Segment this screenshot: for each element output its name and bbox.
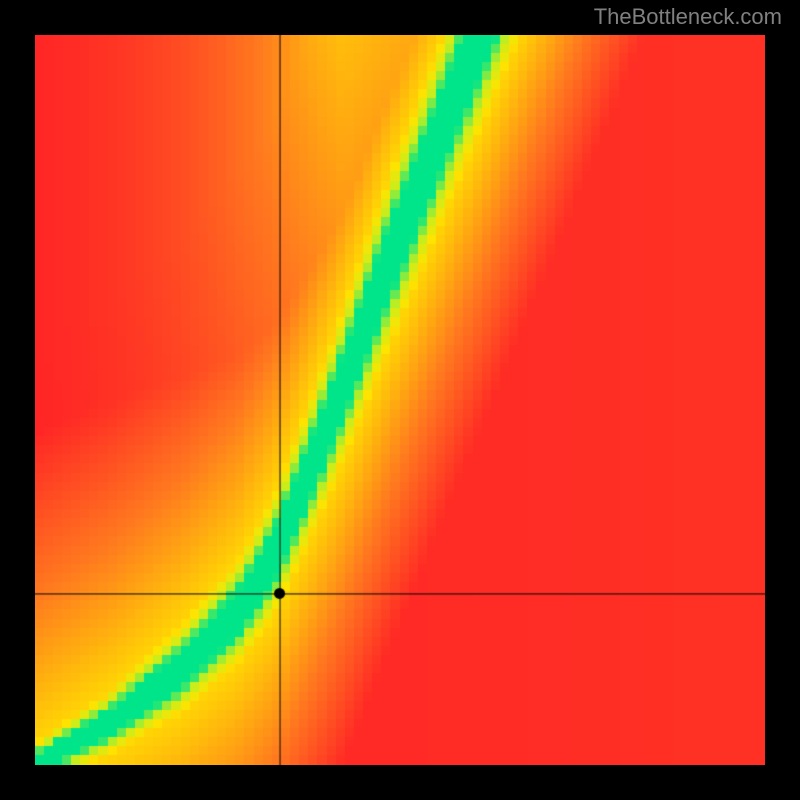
heatmap-plot xyxy=(35,35,765,765)
heatmap-canvas xyxy=(35,35,765,765)
watermark-text: TheBottleneck.com xyxy=(594,4,782,30)
